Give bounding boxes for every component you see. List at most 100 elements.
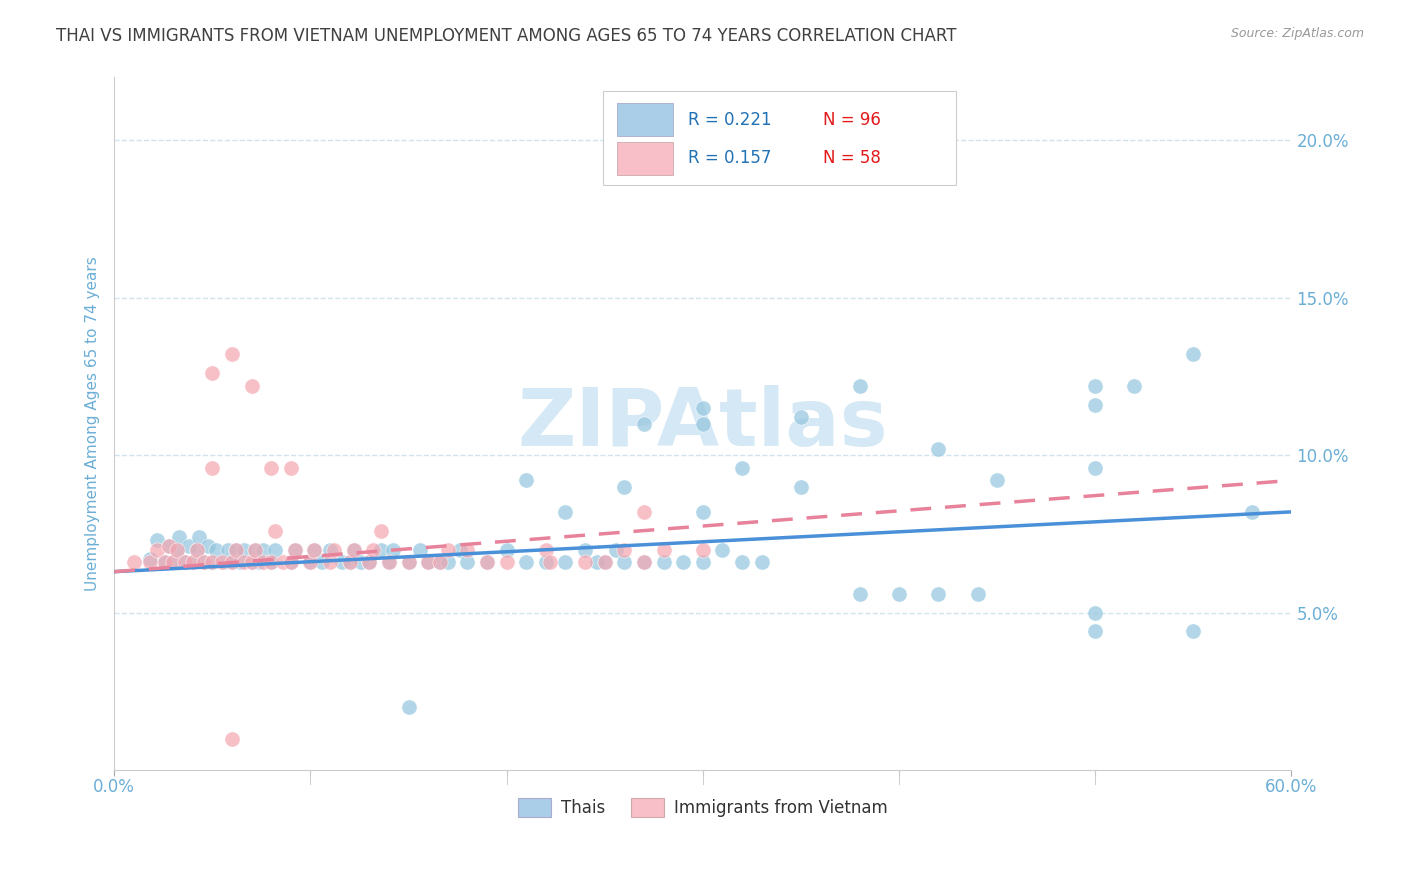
Point xyxy=(887,587,910,601)
Point xyxy=(342,542,364,557)
Point xyxy=(167,530,190,544)
Point xyxy=(181,555,204,569)
Point xyxy=(304,542,326,557)
Point xyxy=(986,474,1008,488)
Point xyxy=(1182,624,1205,639)
Point xyxy=(449,542,471,557)
Point xyxy=(538,555,561,569)
Point xyxy=(187,530,209,544)
Point xyxy=(652,542,675,557)
Point xyxy=(201,555,224,569)
Point xyxy=(350,555,373,569)
Point xyxy=(436,555,458,569)
Point xyxy=(359,555,381,569)
Point xyxy=(633,505,655,519)
Point xyxy=(157,540,180,554)
Point xyxy=(304,542,326,557)
Point xyxy=(409,542,432,557)
Text: 0.0%: 0.0% xyxy=(93,779,135,797)
Point xyxy=(672,555,695,569)
Point xyxy=(221,347,243,361)
Point xyxy=(429,555,451,569)
Point xyxy=(193,555,215,569)
Point xyxy=(574,555,596,569)
Point xyxy=(361,542,384,557)
Point xyxy=(177,540,200,554)
Point xyxy=(284,542,307,557)
Point xyxy=(245,542,267,557)
Point xyxy=(418,555,440,569)
Point xyxy=(378,555,401,569)
Point xyxy=(311,555,333,569)
Point xyxy=(232,555,254,569)
Point xyxy=(966,587,988,601)
Point xyxy=(731,555,754,569)
Point xyxy=(554,555,576,569)
Point xyxy=(186,542,208,557)
Point xyxy=(173,555,195,569)
Point xyxy=(574,542,596,557)
Text: R = 0.157: R = 0.157 xyxy=(688,150,770,168)
Point xyxy=(429,555,451,569)
Point xyxy=(247,555,270,569)
Point xyxy=(436,542,458,557)
Point xyxy=(692,401,714,415)
Point xyxy=(515,555,537,569)
Point xyxy=(1182,347,1205,361)
Point xyxy=(162,555,184,569)
Point xyxy=(153,555,176,569)
Point xyxy=(146,542,169,557)
Point xyxy=(271,555,294,569)
Point xyxy=(1084,379,1107,393)
Point xyxy=(229,555,252,569)
Point xyxy=(211,555,233,569)
Point xyxy=(193,555,215,569)
Text: ZIPAtlas: ZIPAtlas xyxy=(517,384,889,463)
Point xyxy=(146,533,169,548)
Y-axis label: Unemployment Among Ages 65 to 74 years: Unemployment Among Ages 65 to 74 years xyxy=(86,256,100,591)
Point xyxy=(515,474,537,488)
Point xyxy=(359,555,381,569)
Point xyxy=(280,555,302,569)
Point xyxy=(593,555,616,569)
Point xyxy=(652,555,675,569)
Point xyxy=(475,555,498,569)
Point xyxy=(613,555,636,569)
Point xyxy=(381,542,404,557)
Point xyxy=(1241,505,1264,519)
Text: THAI VS IMMIGRANTS FROM VIETNAM UNEMPLOYMENT AMONG AGES 65 TO 74 YEARS CORRELATI: THAI VS IMMIGRANTS FROM VIETNAM UNEMPLOY… xyxy=(56,27,956,45)
Point xyxy=(299,555,322,569)
Point xyxy=(225,542,247,557)
Point xyxy=(201,460,224,475)
Point xyxy=(166,542,188,557)
Point xyxy=(456,555,478,569)
Point xyxy=(534,542,557,557)
Point xyxy=(633,555,655,569)
Point xyxy=(217,542,239,557)
Text: N = 96: N = 96 xyxy=(823,111,880,128)
Point xyxy=(280,555,302,569)
Point xyxy=(284,542,307,557)
Point xyxy=(1084,624,1107,639)
Point xyxy=(260,555,283,569)
Point xyxy=(692,555,714,569)
Point xyxy=(252,542,274,557)
Point xyxy=(534,555,557,569)
Point xyxy=(927,587,949,601)
Point xyxy=(166,542,188,557)
Point xyxy=(138,555,160,569)
Point xyxy=(201,367,224,381)
Point xyxy=(398,555,420,569)
Legend: Thais, Immigrants from Vietnam: Thais, Immigrants from Vietnam xyxy=(512,791,894,824)
Point xyxy=(181,555,204,569)
Point xyxy=(221,731,243,746)
Point xyxy=(731,460,754,475)
Point xyxy=(138,552,160,566)
Point xyxy=(495,555,517,569)
Point xyxy=(927,442,949,456)
Point xyxy=(613,480,636,494)
Point xyxy=(593,555,616,569)
FancyBboxPatch shape xyxy=(617,103,673,136)
Text: Source: ZipAtlas.com: Source: ZipAtlas.com xyxy=(1230,27,1364,40)
Point xyxy=(330,555,353,569)
